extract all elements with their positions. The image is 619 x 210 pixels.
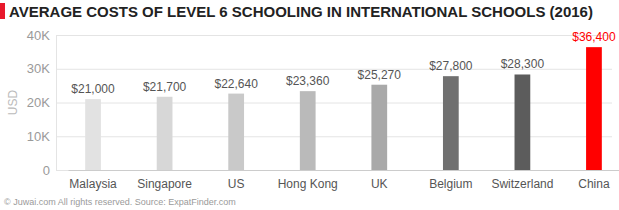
x-axis: Malaysia Singapore US Hong Kong UK Belgium Swi…: [69, 170, 619, 191]
y-tick-label: 20K: [27, 95, 50, 110]
source-note: © Juwai.com All rights reserved. Source:…: [4, 197, 236, 207]
y-tick-label: 30K: [27, 61, 50, 76]
data-label: $25,270: [358, 68, 402, 82]
y-axis-title: USD: [6, 90, 20, 116]
x-tick-label: Belgium: [429, 177, 472, 191]
data-label: $22,640: [214, 77, 258, 91]
x-tick: China: [578, 170, 610, 191]
data-label: $21,700: [143, 80, 187, 94]
bar: [300, 91, 316, 170]
y-tick-label: 0: [43, 163, 50, 178]
grid-line: [56, 35, 612, 36]
chart: AVERAGE COSTS OF LEVEL 6 SCHOOLING IN IN…: [0, 0, 619, 210]
bar: [515, 74, 531, 170]
title: AVERAGE COSTS OF LEVEL 6 SCHOOLING IN IN…: [9, 3, 593, 20]
x-tick-label: Malaysia: [69, 177, 117, 191]
data-label: $21,000: [71, 82, 115, 96]
x-tick: UK: [371, 170, 388, 191]
x-axis-line: [69, 170, 619, 171]
x-tick-label: Switzerland: [491, 177, 553, 191]
y-tick: 40K: [27, 28, 612, 43]
bar: [228, 94, 244, 170]
bar: [371, 85, 387, 170]
x-tick-label: Hong Kong: [278, 177, 338, 191]
data-label: $27,800: [429, 59, 473, 73]
x-tick-label: UK: [371, 177, 388, 191]
x-tick: Belgium: [429, 170, 472, 191]
x-tick: US: [228, 170, 245, 191]
data-labels: $21,000 $21,700 $22,640 $23,360 $25,270 $27,8…: [71, 30, 616, 96]
bar: [443, 76, 459, 170]
x-tick: Switzerland: [491, 170, 553, 191]
y-axis: 0 10K 20K 30K 40K: [27, 28, 612, 178]
data-label: $23,360: [286, 74, 330, 88]
bar: [586, 47, 602, 170]
x-tick-label: US: [228, 177, 245, 191]
x-tick: Malaysia: [69, 170, 117, 191]
y-tick-label: 10K: [27, 129, 50, 144]
title-accent: [0, 3, 5, 19]
bar: [157, 97, 173, 170]
bar: [85, 99, 101, 170]
x-tick-label: Singapore: [137, 177, 192, 191]
x-tick: Hong Kong: [278, 170, 338, 191]
data-label: $28,300: [501, 57, 545, 71]
bars: [85, 47, 602, 170]
data-label: $36,400: [572, 30, 616, 44]
y-tick-label: 40K: [27, 28, 50, 43]
x-tick-label: China: [578, 177, 610, 191]
x-tick: Singapore: [137, 170, 192, 191]
